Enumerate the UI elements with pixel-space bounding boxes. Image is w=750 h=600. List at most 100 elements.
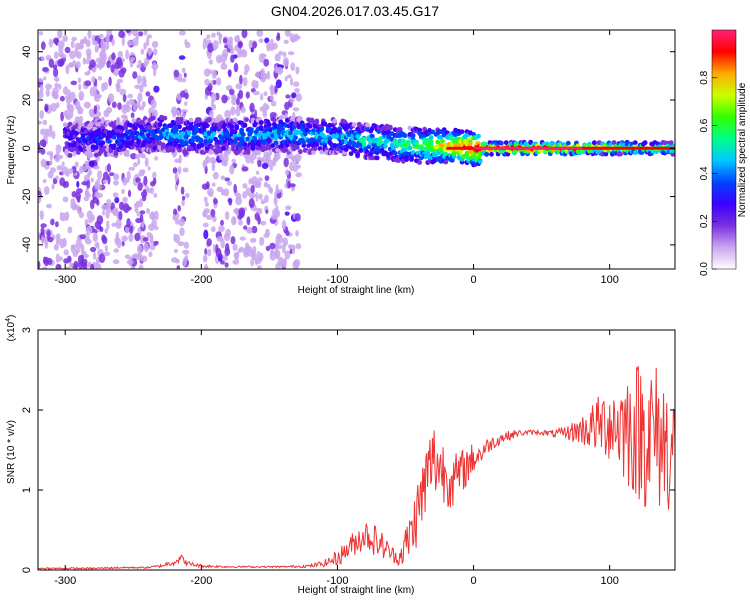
- speckle-mark: [56, 165, 64, 171]
- x-tick-label: -100: [326, 575, 348, 587]
- speckle-mark: [134, 202, 139, 209]
- speckle-mark: [180, 78, 187, 83]
- speckle-mark: [284, 211, 290, 216]
- speckle-mark: [62, 86, 69, 96]
- speckle-mark: [62, 35, 69, 42]
- speckle-mark: [96, 199, 100, 206]
- speckle-mark: [74, 42, 81, 51]
- speckle-mark: [95, 57, 102, 63]
- speckle-mark: [127, 189, 132, 198]
- speckle-mark: [107, 175, 111, 185]
- ridge-mark: [239, 127, 245, 133]
- speckle-mark: [257, 208, 263, 215]
- speckle-mark: [249, 102, 255, 113]
- speckle-mark: [118, 68, 125, 78]
- speckle-mark: [181, 108, 188, 114]
- speckle-mark: [139, 210, 146, 215]
- speckle-mark: [45, 128, 49, 138]
- speckle-mark: [113, 248, 120, 253]
- speckle-mark: [183, 241, 189, 249]
- speckle-mark: [203, 265, 209, 269]
- speckle-mark: [40, 41, 46, 51]
- speckle-mark: [82, 261, 88, 269]
- speckle-mark: [130, 56, 136, 62]
- ridge-mark: [298, 149, 303, 155]
- speckle-mark: [53, 243, 59, 251]
- speckle-mark: [77, 105, 82, 115]
- ridge-mark: [208, 138, 214, 144]
- speckle-mark: [141, 153, 147, 159]
- speckle-mark: [142, 237, 149, 242]
- speckle-mark: [133, 162, 138, 168]
- ridge-mark: [405, 139, 411, 145]
- ridge-mark: [244, 117, 249, 122]
- ridge-mark: [213, 136, 218, 142]
- ridge-mark: [283, 147, 289, 153]
- y-tick-label: 2: [21, 407, 33, 413]
- speckle-mark: [259, 93, 264, 101]
- ridge-mark: [668, 140, 674, 146]
- speckle-mark: [100, 45, 106, 50]
- ridge-mark: [307, 123, 313, 129]
- speckle-mark: [173, 69, 180, 78]
- speckle-mark: [136, 211, 140, 217]
- speckle-mark: [245, 91, 250, 99]
- ridge-mark: [417, 160, 423, 165]
- speckle-mark: [263, 58, 270, 67]
- speckle-mark: [96, 242, 100, 250]
- ridge-mark: [374, 155, 380, 161]
- ridge-mark: [435, 139, 440, 145]
- ridge-mark: [151, 115, 156, 121]
- speckle-mark: [255, 80, 259, 89]
- speckle-mark: [38, 260, 41, 269]
- speckle-mark: [90, 177, 94, 183]
- ridge-mark: [312, 146, 318, 152]
- speckle-mark: [221, 161, 228, 167]
- speckle-mark: [65, 64, 70, 75]
- speckle-mark: [137, 182, 143, 191]
- ridge-mark: [361, 141, 367, 147]
- speckle-mark: [174, 234, 181, 244]
- speckle-mark: [68, 62, 74, 68]
- ridge-mark: [289, 116, 295, 122]
- speckle-mark: [258, 38, 264, 43]
- speckle-mark: [104, 228, 108, 234]
- speckle-mark: [152, 62, 157, 71]
- speckle-mark: [183, 72, 187, 78]
- speckle-mark: [96, 263, 102, 269]
- speckle-mark: [153, 193, 158, 198]
- ridge-mark: [106, 139, 112, 144]
- speckle-mark: [138, 31, 144, 37]
- speckle-mark: [138, 264, 144, 269]
- ridge-mark: [476, 133, 481, 139]
- speckle-mark: [148, 251, 153, 258]
- speckle-mark: [64, 211, 70, 220]
- ridge-mark: [311, 150, 316, 155]
- speckle-mark: [212, 243, 217, 254]
- speckle-mark: [232, 243, 238, 251]
- speckle-mark: [172, 167, 178, 174]
- ridge-mark: [294, 144, 300, 150]
- speckle-mark: [272, 42, 278, 50]
- speckle-mark: [180, 90, 186, 98]
- ridge-mark: [428, 141, 434, 146]
- speckle-mark: [251, 79, 258, 89]
- ridge-mark: [85, 146, 91, 151]
- speckle-mark: [138, 105, 145, 111]
- ridge-mark: [232, 129, 238, 135]
- speckle-mark: [45, 88, 50, 98]
- speckle-mark: [208, 109, 214, 119]
- ridge-mark: [190, 138, 196, 143]
- speckle-mark: [251, 176, 258, 185]
- speckle-mark: [115, 231, 120, 240]
- x-tick-label: 0: [470, 274, 476, 286]
- speckle-mark: [70, 40, 75, 49]
- speckle-mark: [106, 30, 112, 37]
- ridge-mark: [249, 129, 254, 135]
- ridge-mark: [204, 123, 210, 129]
- ridge-mark: [146, 136, 151, 142]
- speckle-mark: [132, 71, 138, 79]
- ridge-mark: [178, 119, 184, 125]
- speckle-mark: [284, 30, 291, 37]
- speckle-mark: [276, 244, 283, 249]
